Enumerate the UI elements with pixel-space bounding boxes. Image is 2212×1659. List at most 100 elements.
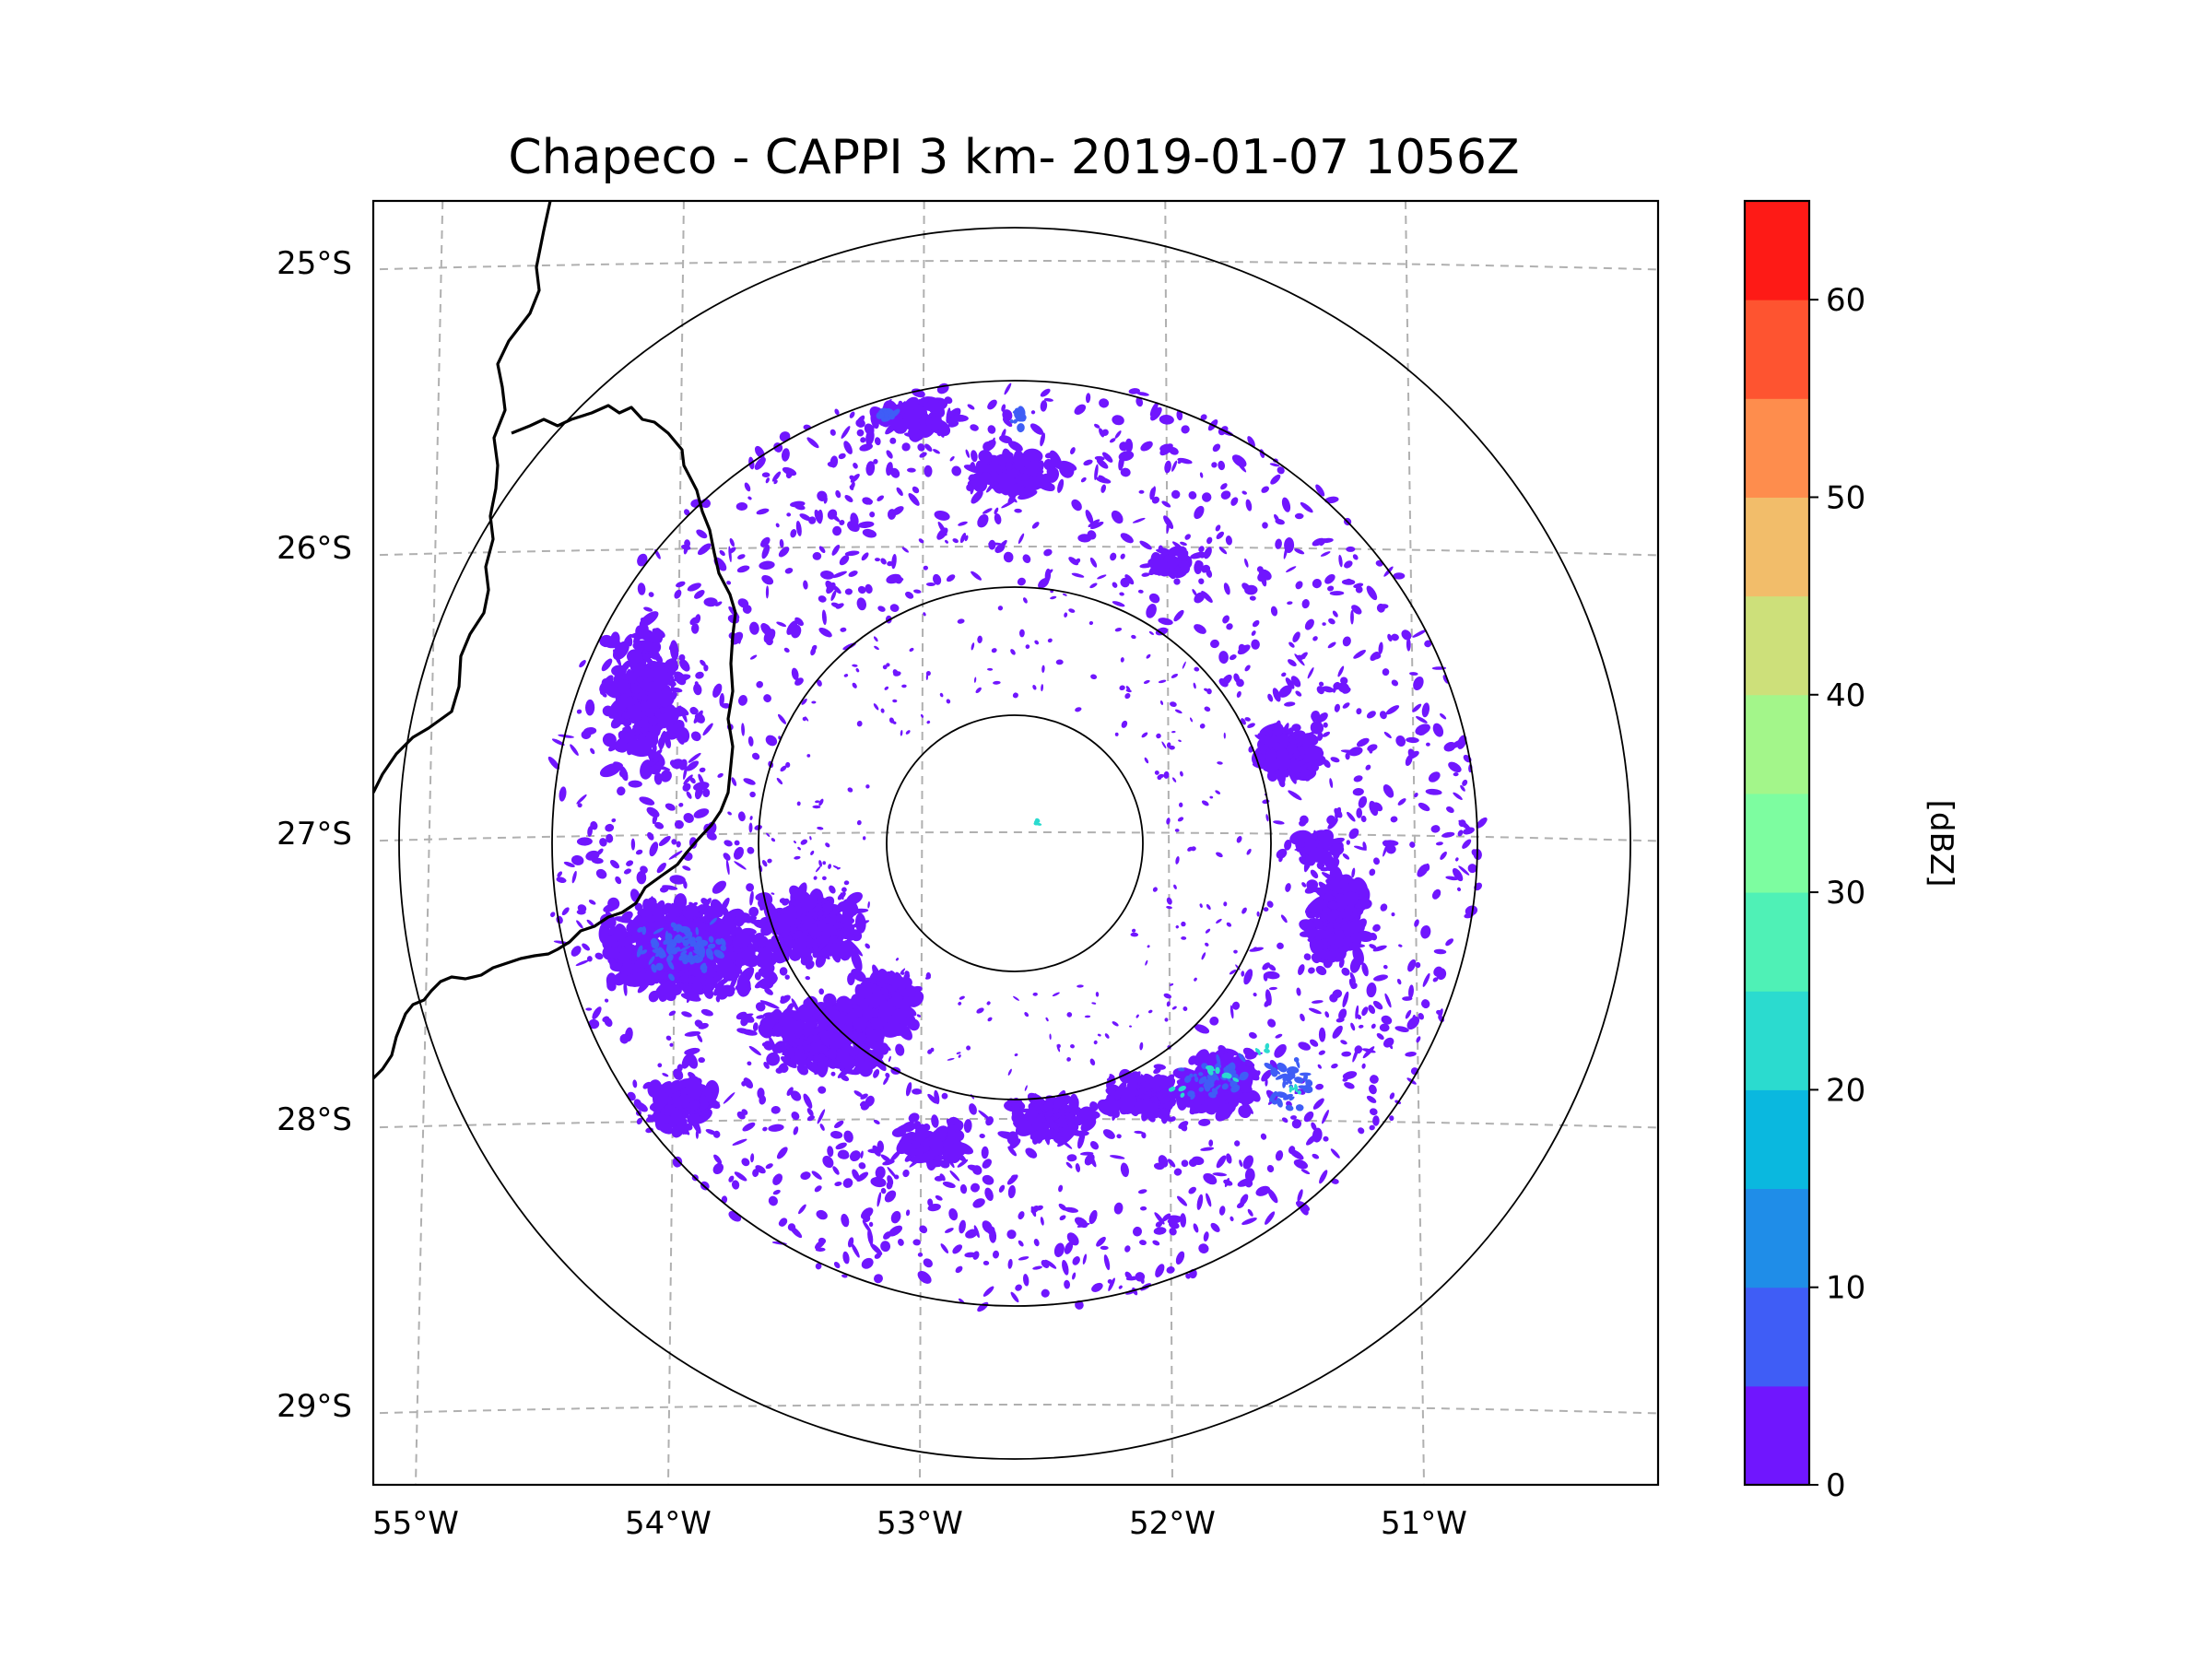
echo-speck	[646, 806, 660, 818]
echo-speck	[1163, 771, 1170, 779]
echo-speck	[1118, 1285, 1123, 1289]
echo-speck	[783, 647, 790, 653]
echo-speck	[805, 975, 811, 981]
echo-core	[1009, 419, 1014, 424]
echo-speck	[1308, 1007, 1322, 1015]
echo-cell	[608, 696, 628, 715]
echo-speck	[1311, 1122, 1317, 1131]
echo-cell	[664, 1103, 674, 1117]
echo-cell	[1180, 559, 1191, 574]
echo-speck	[1300, 1013, 1305, 1022]
echo-cell	[948, 410, 955, 419]
echo-speck	[989, 1229, 997, 1243]
echo-cell	[1325, 921, 1334, 935]
echo-cell	[851, 949, 863, 972]
echo-speck	[1194, 977, 1197, 982]
echo-cell	[853, 1057, 865, 1070]
echo-speck	[750, 1153, 755, 1163]
echo-speck	[925, 582, 935, 587]
echo-speck	[1173, 1168, 1182, 1176]
echo-speck	[958, 1054, 961, 1058]
echo-speck	[941, 1092, 948, 1100]
echo-speck	[856, 597, 866, 611]
echo-speck	[1155, 1264, 1165, 1277]
echo-speck	[1275, 538, 1282, 549]
echo-speck	[969, 1103, 977, 1115]
echo-core	[688, 951, 693, 957]
echo-speck	[571, 854, 584, 865]
echo-speck	[673, 1068, 684, 1080]
echo-speck	[867, 1148, 880, 1154]
echo-cell	[963, 465, 984, 474]
echo-speck	[853, 1090, 864, 1098]
echo-speck	[959, 1219, 966, 1234]
echo-speck	[1100, 484, 1107, 493]
echo-speck	[1031, 522, 1040, 529]
echo-speck	[1330, 757, 1340, 763]
echo-core	[665, 933, 673, 941]
echo-speck	[1244, 1051, 1257, 1060]
echo-speck	[592, 1006, 602, 1020]
echo-cell	[1306, 762, 1314, 774]
echo-cell	[599, 634, 614, 648]
echo-speck	[1382, 843, 1389, 857]
echo-core	[682, 939, 689, 947]
echo-core	[1275, 1073, 1288, 1080]
echo-cell	[787, 1041, 800, 1050]
echo-speck	[576, 920, 583, 929]
echo-speck	[1004, 382, 1012, 395]
echo-speck	[626, 860, 634, 866]
echo-speck	[1174, 829, 1180, 832]
echo-speck	[1182, 661, 1186, 669]
echo-speck	[1440, 851, 1447, 860]
echo-speck	[1263, 907, 1269, 912]
echo-core	[695, 935, 702, 943]
echo-cell	[650, 755, 662, 767]
echo-speck	[703, 665, 709, 672]
echo-speck	[1132, 1226, 1143, 1237]
echo-speck	[1416, 1036, 1421, 1043]
echo-speck	[658, 835, 671, 847]
echo-speck	[883, 1231, 892, 1240]
echo-speck	[1058, 1203, 1067, 1211]
echo-speck	[1059, 1215, 1066, 1221]
echo-speck	[1405, 1009, 1412, 1019]
echo-speck	[1236, 678, 1244, 688]
echo-speck	[690, 731, 701, 742]
echo-speck	[800, 839, 808, 845]
echo-speck	[918, 538, 924, 544]
echo-speck	[1233, 949, 1238, 954]
echo-speck	[1194, 505, 1205, 520]
echo-speck	[1407, 959, 1417, 972]
echo-speck	[1138, 489, 1145, 494]
echo-cell	[653, 1111, 661, 1123]
echo-speck	[1428, 771, 1441, 782]
echo-speck	[1209, 1016, 1219, 1026]
echo-speck	[919, 1225, 928, 1234]
echo-cell	[631, 685, 641, 694]
echo-cell	[741, 956, 758, 968]
echo-speck	[794, 841, 796, 844]
echo-speck	[1114, 628, 1123, 632]
echo-speck	[1373, 974, 1388, 982]
echo-cell	[998, 476, 1016, 490]
echo-speck	[843, 441, 853, 454]
echo-speck	[946, 574, 956, 582]
echo-cell	[618, 698, 639, 708]
echo-speck	[1204, 547, 1212, 559]
echo-speck	[767, 858, 772, 864]
echo-speck	[1422, 972, 1430, 987]
echo-cell	[654, 711, 666, 726]
echo-speck	[551, 738, 565, 746]
echo-speck	[585, 1007, 593, 1011]
echo-cell	[644, 690, 658, 703]
echo-cell	[679, 705, 688, 723]
echo-speck	[822, 861, 827, 865]
echo-speck	[1074, 1217, 1088, 1229]
echo-speck	[935, 1194, 943, 1201]
echo-cell	[834, 930, 845, 937]
echo-speck	[765, 1163, 773, 1170]
echo-speck	[702, 723, 713, 736]
echo-speck	[1223, 901, 1228, 907]
echo-speck	[1010, 649, 1016, 655]
